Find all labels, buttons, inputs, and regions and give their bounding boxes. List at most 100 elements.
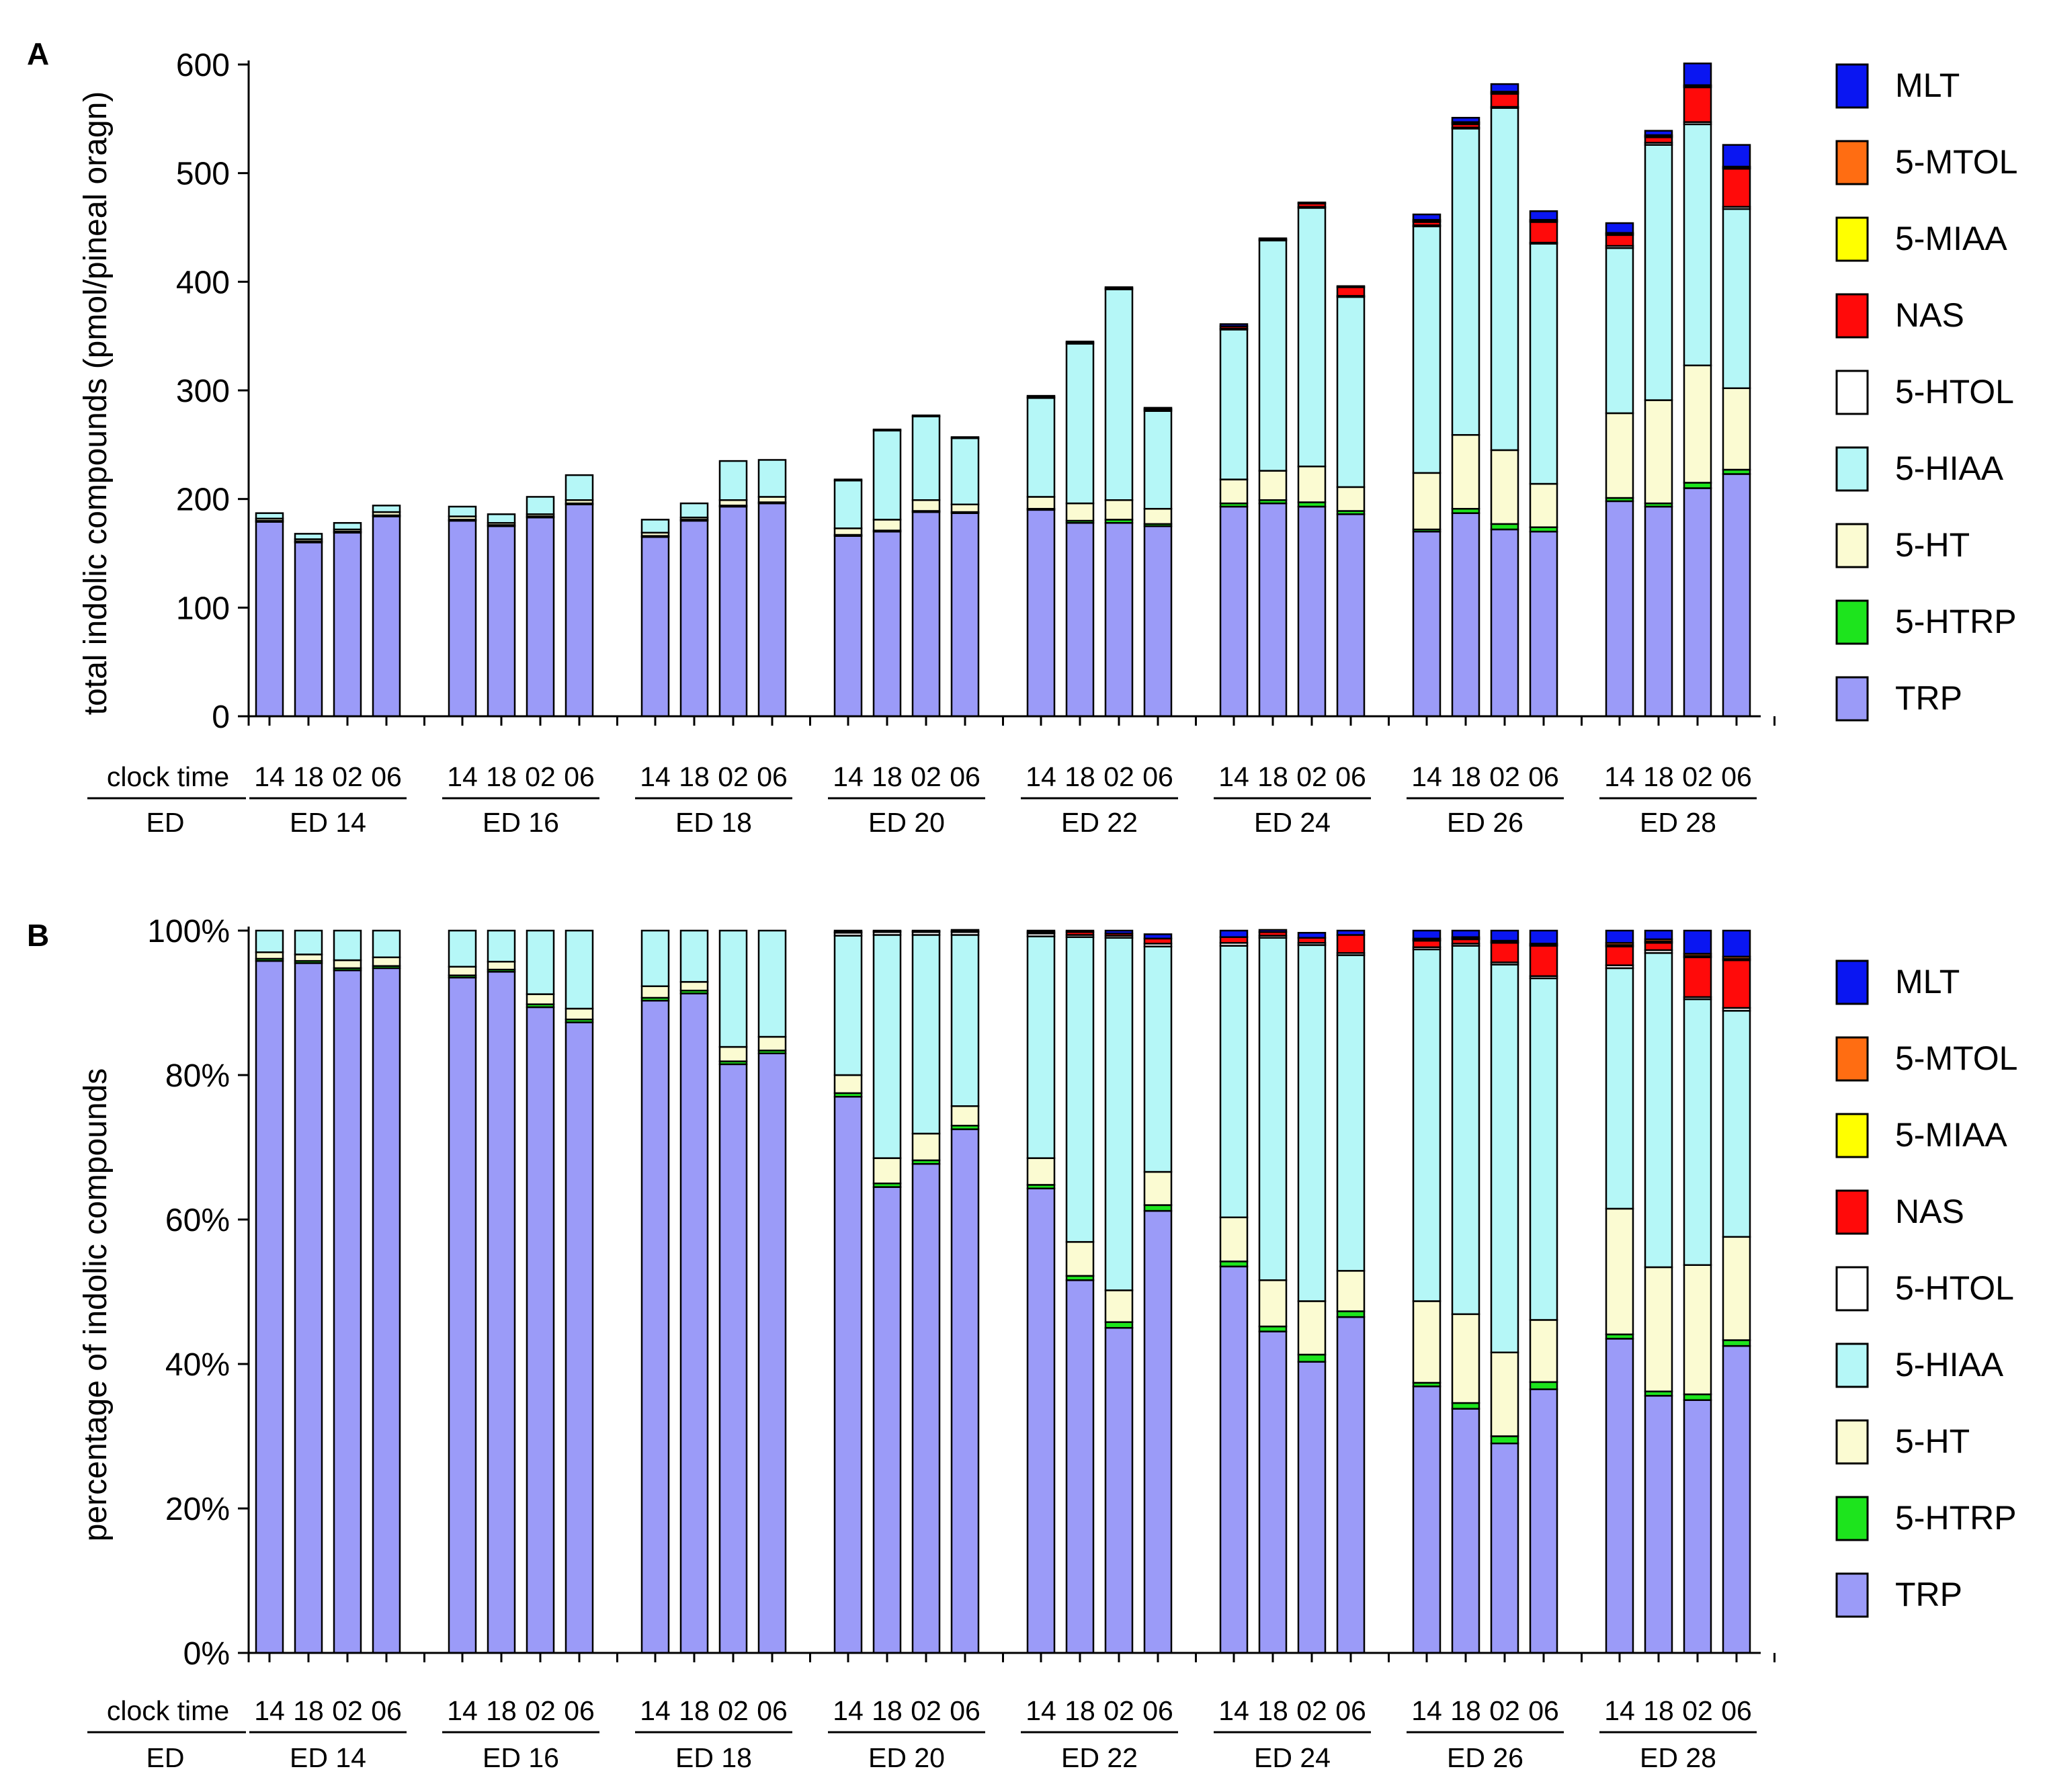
group-label-ed-22: ED 22	[1061, 1742, 1138, 1773]
legend-swatch-nas	[1835, 1189, 1869, 1235]
bar-segment-mlt	[833, 929, 863, 933]
bar-segment-trp	[1026, 1187, 1056, 1654]
bar-segment-nas	[1722, 959, 1751, 1009]
group-label-ed-18: ED 18	[675, 1742, 752, 1773]
bar-segment-5-ht	[1336, 1270, 1366, 1312]
bar-segment-5-hiaa	[718, 929, 748, 1048]
bar-segment-5-ht	[294, 953, 323, 962]
panel-a-y-axis-label: total indolic compounds (pmol/pineal ora…	[78, 91, 114, 716]
bar-segment-5-ht	[872, 1157, 902, 1185]
bar-segment-trp	[872, 1186, 902, 1654]
bar-segment-mlt	[1451, 929, 1480, 938]
legend-label-5-ht: 5-HT	[1895, 526, 1970, 564]
legend-label-mlt: MLT	[1895, 67, 1960, 104]
legend-label-5-htol: 5-HTOL	[1895, 373, 2014, 411]
legend-label-5-hiaa: 5-HIAA	[1895, 450, 2004, 487]
bar-segment-mlt	[1219, 323, 1249, 327]
bar-segment-5-hiaa	[1451, 128, 1480, 436]
legend-swatch-5-hiaa	[1835, 446, 1869, 492]
bar-segment-5-hiaa	[640, 519, 670, 534]
bar-segment-5-hiaa	[1026, 397, 1056, 498]
bar-segment-trp	[833, 535, 863, 718]
group-label-ed-16: ED 16	[483, 807, 559, 838]
bar-segment-trp	[1258, 1330, 1288, 1654]
clock-time-row-label: clock time	[107, 761, 229, 792]
legend-swatch-5-ht	[1835, 523, 1869, 568]
legend-label-trp: TRP	[1895, 679, 1962, 717]
bar-segment-5-htrp	[1722, 1339, 1751, 1347]
bar-segment-mlt	[1644, 130, 1673, 136]
legend-label-5-mtol: 5-MTOL	[1895, 143, 2017, 181]
y-tick-label: 80%	[165, 1058, 230, 1094]
bar-segment-5-ht	[1065, 502, 1095, 522]
y-tick-label: 400	[176, 265, 230, 300]
bar-segment-5-htrp	[1451, 1402, 1480, 1410]
clock-tick-label: 06	[1528, 1695, 1559, 1726]
bar-segment-5-hiaa	[1683, 998, 1712, 1266]
clock-tick-label: 06	[757, 1695, 788, 1726]
legend-swatch-5-htrp	[1835, 599, 1869, 645]
clock-tick-label: 02	[911, 761, 942, 792]
bar-segment-5-hiaa	[718, 460, 748, 501]
group-label-ed-14: ED 14	[290, 807, 366, 838]
bar-segment-mlt	[1336, 285, 1366, 288]
bar-segment-5-hiaa	[1065, 343, 1095, 505]
bar-segment-5-hiaa	[833, 479, 863, 529]
bar-segment-5-ht	[833, 1074, 863, 1095]
clock-tick-label: 06	[1142, 1695, 1173, 1726]
legend-swatch-5-mtol	[1835, 1036, 1869, 1082]
bar-segment-mlt	[1683, 62, 1712, 86]
bar-segment-nas	[1529, 945, 1558, 977]
bar-segment-nas	[1490, 942, 1519, 964]
clock-tick-label: 06	[950, 761, 980, 792]
bar-segment-5-hiaa	[872, 429, 902, 521]
bar-segment-5-hiaa	[1219, 329, 1249, 480]
bar-segment-trp	[1065, 1279, 1095, 1654]
bar-segment-5-hiaa	[333, 521, 362, 531]
legend-label-5-mtol: 5-MTOL	[1895, 1039, 2017, 1077]
bar-segment-mlt	[1529, 210, 1558, 221]
clock-tick-label: 18	[1643, 761, 1674, 792]
clock-tick-label: 02	[332, 761, 363, 792]
clock-tick-label: 14	[640, 1695, 671, 1726]
clock-tick-label: 18	[293, 1695, 324, 1726]
y-tick-label: 0%	[183, 1636, 230, 1672]
bar-segment-mlt	[1722, 929, 1751, 957]
bar-segment-5-htol	[872, 428, 902, 432]
bar-segment-trp	[1412, 530, 1442, 718]
bar-segment-5-hiaa	[950, 437, 980, 506]
bar-segment-5-ht	[679, 981, 709, 992]
y-tick-label: 300	[176, 374, 230, 409]
bar-segment-trp	[1219, 1265, 1249, 1654]
clock-tick-label: 06	[564, 1695, 595, 1726]
legend-label-5-ht: 5-HT	[1895, 1422, 1970, 1460]
group-label-ed-16: ED 16	[483, 1742, 559, 1773]
bar-segment-mlt	[950, 929, 980, 933]
clock-tick-label: 02	[718, 761, 749, 792]
bar-segment-5-ht	[1219, 1216, 1249, 1263]
clock-tick-label: 14	[1218, 1695, 1249, 1726]
bar-segment-trp	[1451, 1408, 1480, 1654]
bar-segment-5-htol	[911, 414, 941, 418]
bar-segment-5-ht	[1412, 1300, 1442, 1384]
clock-tick-label: 02	[525, 761, 556, 792]
bar-segment-5-ht	[718, 1046, 748, 1062]
clock-tick-label: 06	[757, 761, 788, 792]
bar-segment-5-hiaa	[526, 496, 555, 515]
bar-segment-trp	[448, 519, 477, 718]
bar-segment-trp	[757, 502, 787, 718]
group-label-ed-28: ED 28	[1640, 807, 1716, 838]
bar-segment-5-hiaa	[1722, 208, 1751, 390]
clock-tick-label: 06	[1335, 1695, 1366, 1726]
bar-segment-trp	[911, 1162, 941, 1654]
bar-segment-5-hiaa	[372, 505, 401, 513]
y-tick-label: 500	[176, 157, 230, 192]
bar-segment-trp	[1065, 521, 1095, 718]
group-label-ed-26: ED 26	[1447, 807, 1523, 838]
bar-segment-5-hiaa	[1490, 107, 1519, 452]
group-label-ed-24: ED 24	[1254, 1742, 1331, 1773]
bar-segment-5-ht	[1026, 1157, 1056, 1186]
bar-segment-trp	[1683, 1399, 1712, 1654]
clock-tick-label: 02	[525, 1695, 556, 1726]
